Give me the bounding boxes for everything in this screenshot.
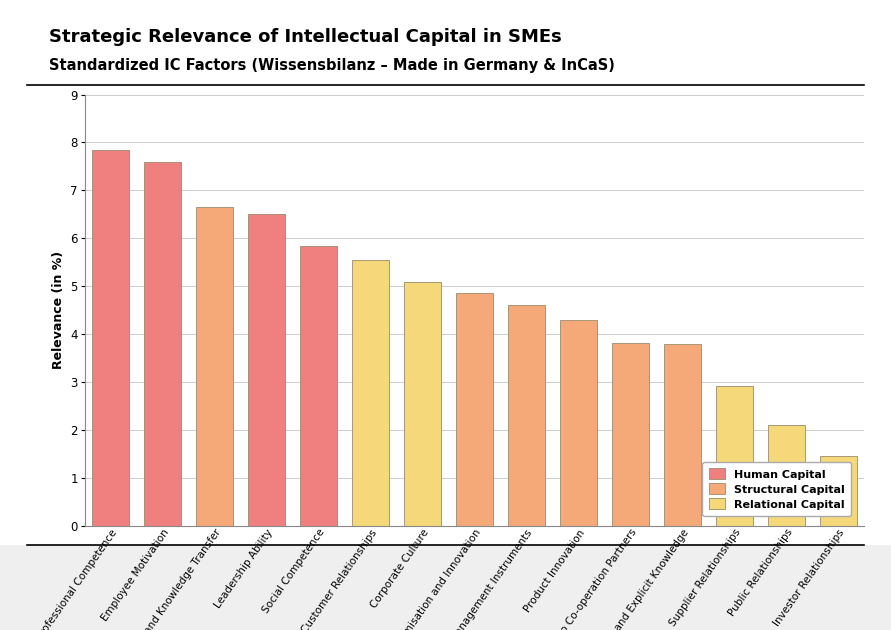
Bar [404, 282, 441, 526]
Bar [144, 162, 182, 526]
Bar [352, 260, 389, 526]
Bar [455, 294, 494, 526]
Bar [768, 425, 805, 526]
Bar [715, 386, 753, 526]
Bar [664, 344, 701, 526]
Bar [196, 207, 233, 526]
Legend: Human Capital, Structural Capital, Relational Capital: Human Capital, Structural Capital, Relat… [702, 462, 851, 516]
Bar [612, 343, 650, 526]
Bar [508, 306, 545, 526]
Text: Standardized IC Factors (Wissensbilanz – Made in Germany & InCaS): Standardized IC Factors (Wissensbilanz –… [49, 58, 615, 73]
Text: Strategic Relevance of Intellectual Capital in SMEs: Strategic Relevance of Intellectual Capi… [49, 28, 561, 47]
Bar [820, 455, 857, 526]
Y-axis label: Relevance (in %): Relevance (in %) [52, 251, 65, 369]
Bar [248, 214, 285, 526]
Bar [299, 246, 338, 526]
Bar [92, 150, 129, 526]
Bar [560, 320, 597, 526]
